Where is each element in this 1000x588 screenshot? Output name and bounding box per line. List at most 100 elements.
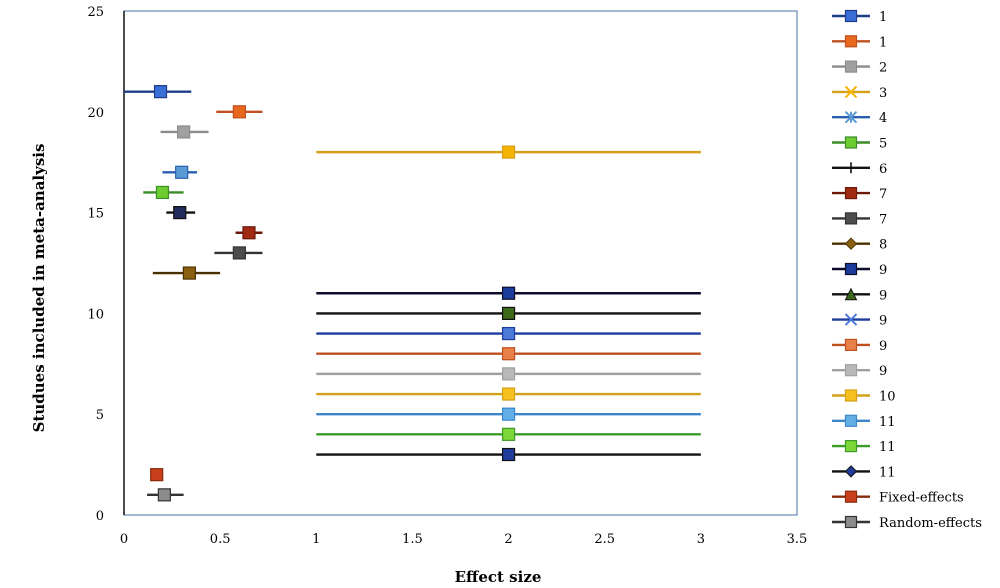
legend-item: 9 [832, 364, 887, 379]
legend-label: 2 [879, 61, 887, 76]
legend-label: 9 [879, 288, 887, 303]
legend-item: 1 [832, 35, 887, 50]
legend-item: 9 [832, 338, 887, 354]
series-11 [316, 427, 701, 441]
point-estimate [155, 185, 170, 200]
x-axis-ticks: 0 0.5 1 1.5 2 2.5 3 3.5 [120, 532, 807, 547]
legend-marker [844, 440, 858, 453]
legend-marker [844, 287, 858, 301]
legend-label: 11 [879, 465, 896, 480]
x-tick-label: 2.5 [594, 532, 615, 547]
legend-item: 8 [832, 237, 887, 253]
legend-label: Fixed-effects [879, 491, 964, 506]
legend-marker [844, 60, 858, 73]
legend-label: 11 [879, 440, 896, 455]
legend-item: 11 [832, 414, 896, 430]
legend-label: 9 [879, 314, 887, 329]
series-3 [316, 145, 701, 159]
legend-label: 9 [879, 263, 887, 278]
x-tick-label: 2 [504, 532, 512, 547]
y-axis-title: Studues included in meta-analysis [30, 144, 48, 433]
series-9 [316, 306, 701, 320]
series-11 [316, 407, 701, 421]
legend-marker [844, 136, 858, 149]
x-tick-label: 1.5 [402, 532, 423, 547]
x-axis-title: Effect size [455, 568, 542, 586]
x-tick-label: 3 [697, 532, 705, 547]
legend-item: 5 [832, 136, 887, 152]
legend-marker [844, 110, 858, 124]
legend-marker [844, 338, 858, 351]
point-estimate [232, 246, 246, 260]
series-1 [124, 85, 192, 99]
plot-area [123, 10, 798, 516]
x-tick-label: 1 [312, 532, 320, 547]
y-axis-ticks: 0 5 10 15 20 25 [87, 5, 104, 524]
y-tick-label: 10 [87, 307, 104, 322]
point-estimate [501, 326, 516, 341]
series-6 [166, 206, 196, 220]
series-9 [316, 347, 701, 361]
series-9 [316, 367, 701, 381]
legend-label: 9 [879, 339, 887, 354]
legend-marker [844, 364, 858, 377]
point-estimate [153, 85, 168, 99]
point-estimate [501, 306, 516, 320]
legend-item: 9 [832, 313, 887, 329]
series-2 [160, 125, 209, 139]
legend-item: Random-effects [832, 515, 982, 531]
legend-label: 4 [879, 111, 887, 126]
legend-label: 11 [879, 415, 896, 430]
legend-item: 2 [832, 60, 887, 76]
legend-label: 1 [879, 35, 887, 50]
series-Fixed-effects [150, 468, 164, 482]
legend-marker [844, 9, 858, 23]
legend-marker [844, 465, 858, 478]
point-estimate [501, 145, 516, 159]
point-estimate [173, 206, 187, 220]
y-tick-label: 15 [87, 207, 104, 222]
legend-label: 3 [879, 86, 887, 101]
x-tick-label: 3.5 [787, 532, 808, 547]
series-10 [316, 387, 701, 401]
series-8 [152, 266, 221, 280]
legend-item: 1 [832, 9, 887, 25]
series-Random-effects [147, 488, 184, 502]
legend-item: 9 [832, 287, 887, 303]
series-layer [124, 85, 701, 502]
y-tick-label: 20 [87, 106, 104, 121]
legend-marker [844, 212, 858, 225]
series-5 [143, 185, 184, 200]
y-tick-label: 25 [87, 5, 104, 20]
legend-item: 10 [832, 389, 896, 405]
legend-label: 7 [879, 212, 887, 227]
legend-marker [844, 237, 858, 250]
legend-item: 4 [832, 110, 887, 126]
legend-label: 1 [879, 10, 887, 25]
legend-item: 11 [832, 440, 896, 455]
point-estimate [182, 266, 196, 280]
legend-label: 8 [879, 238, 887, 253]
point-estimate [501, 407, 516, 421]
legend-marker [844, 35, 858, 48]
legend-label: 6 [879, 162, 887, 177]
legend-item: 7 [832, 212, 887, 227]
legend-item: 7 [832, 187, 887, 202]
series-7 [214, 246, 263, 260]
legend-marker [844, 515, 858, 529]
legend-marker [844, 187, 858, 200]
point-estimate [157, 488, 171, 502]
point-estimate [501, 347, 516, 361]
y-tick-label: 0 [96, 509, 104, 524]
point-estimate [177, 125, 191, 139]
legend-marker [844, 313, 858, 326]
point-estimate [501, 447, 516, 462]
legend-marker [844, 85, 858, 99]
legend-item: 9 [832, 262, 887, 278]
x-tick-label: 0 [120, 532, 128, 547]
legend-item: 6 [832, 162, 887, 177]
x-tick-label: 0.5 [210, 532, 231, 547]
legend-label: Random-effects [879, 516, 982, 531]
legend-marker [844, 389, 858, 402]
series-11 [316, 447, 701, 462]
